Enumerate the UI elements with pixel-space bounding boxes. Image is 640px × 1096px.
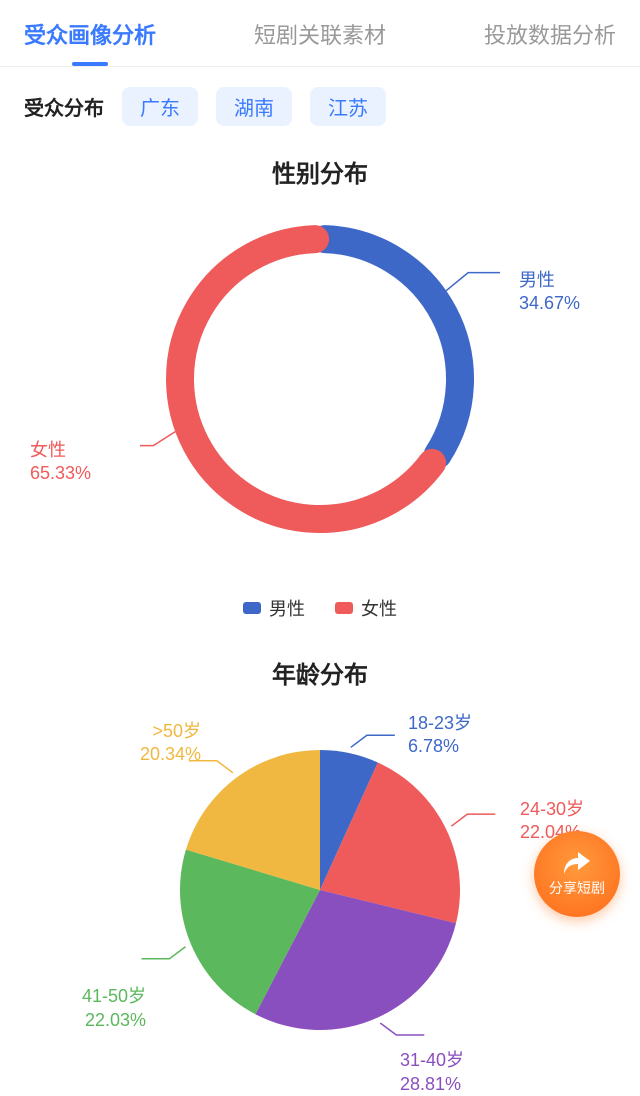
share-button-label: 分享短剧 xyxy=(549,878,605,898)
age-label-18-23-pct: 6.78% xyxy=(408,735,472,758)
legend-swatch-female xyxy=(335,602,353,614)
legend-swatch-male xyxy=(243,602,261,614)
gender-label-male-pct: 34.67% xyxy=(519,292,580,315)
legend-item-female: 女性 xyxy=(335,595,397,621)
gender-label-female-name: 女性 xyxy=(30,439,91,462)
share-icon xyxy=(562,850,592,876)
tab-delivery-data[interactable]: 投放数据分析 xyxy=(484,18,616,66)
region-chip-guangdong[interactable]: 广东 xyxy=(122,87,198,126)
legend-label-female: 女性 xyxy=(361,595,397,621)
age-label-31-40-name: 31-40岁 xyxy=(400,1049,464,1072)
age-label-31-40: 31-40岁 28.81% xyxy=(400,1049,464,1096)
age-label-41-50-pct: 22.03% xyxy=(82,1009,146,1032)
gender-chart-section: 性别分布 男性 34.67% 女性 65.33% 男性 女性 xyxy=(0,154,640,621)
age-label-18-23-name: 18-23岁 xyxy=(408,712,472,735)
region-chip-hunan[interactable]: 湖南 xyxy=(216,87,292,126)
legend-label-male: 男性 xyxy=(269,595,305,621)
gender-label-female: 女性 65.33% xyxy=(30,439,91,486)
age-label-41-50-name: 41-50岁 xyxy=(82,985,146,1008)
age-chart-title: 年龄分布 xyxy=(0,655,640,690)
age-label-24-30-name: 24-30岁 xyxy=(520,798,584,821)
age-label-31-40-pct: 28.81% xyxy=(400,1073,464,1096)
gender-legend: 男性 女性 xyxy=(0,595,640,621)
age-label-50plus-name: >50岁 xyxy=(140,720,201,743)
share-button[interactable]: 分享短剧 xyxy=(534,831,620,917)
age-label-50plus: >50岁 20.34% xyxy=(140,720,201,767)
filter-label: 受众分布 xyxy=(24,92,104,121)
age-label-18-23: 18-23岁 6.78% xyxy=(408,712,472,759)
age-label-41-50: 41-50岁 22.03% xyxy=(82,985,146,1032)
gender-chart-title: 性别分布 xyxy=(0,154,640,189)
region-filter-row: 受众分布 广东 湖南 江苏 xyxy=(0,67,640,146)
gender-label-male: 男性 34.67% xyxy=(519,269,580,316)
gender-donut: 男性 34.67% 女性 65.33% xyxy=(0,209,640,569)
age-label-50plus-pct: 20.34% xyxy=(140,743,201,766)
tab-related-material[interactable]: 短剧关联素材 xyxy=(254,18,386,66)
gender-label-female-pct: 65.33% xyxy=(30,462,91,485)
gender-label-male-name: 男性 xyxy=(519,269,580,292)
top-tabs: 受众画像分析 短剧关联素材 投放数据分析 xyxy=(0,0,640,67)
region-chip-jiangsu[interactable]: 江苏 xyxy=(310,87,386,126)
legend-item-male: 男性 xyxy=(243,595,305,621)
tab-audience-profile[interactable]: 受众画像分析 xyxy=(24,18,156,66)
